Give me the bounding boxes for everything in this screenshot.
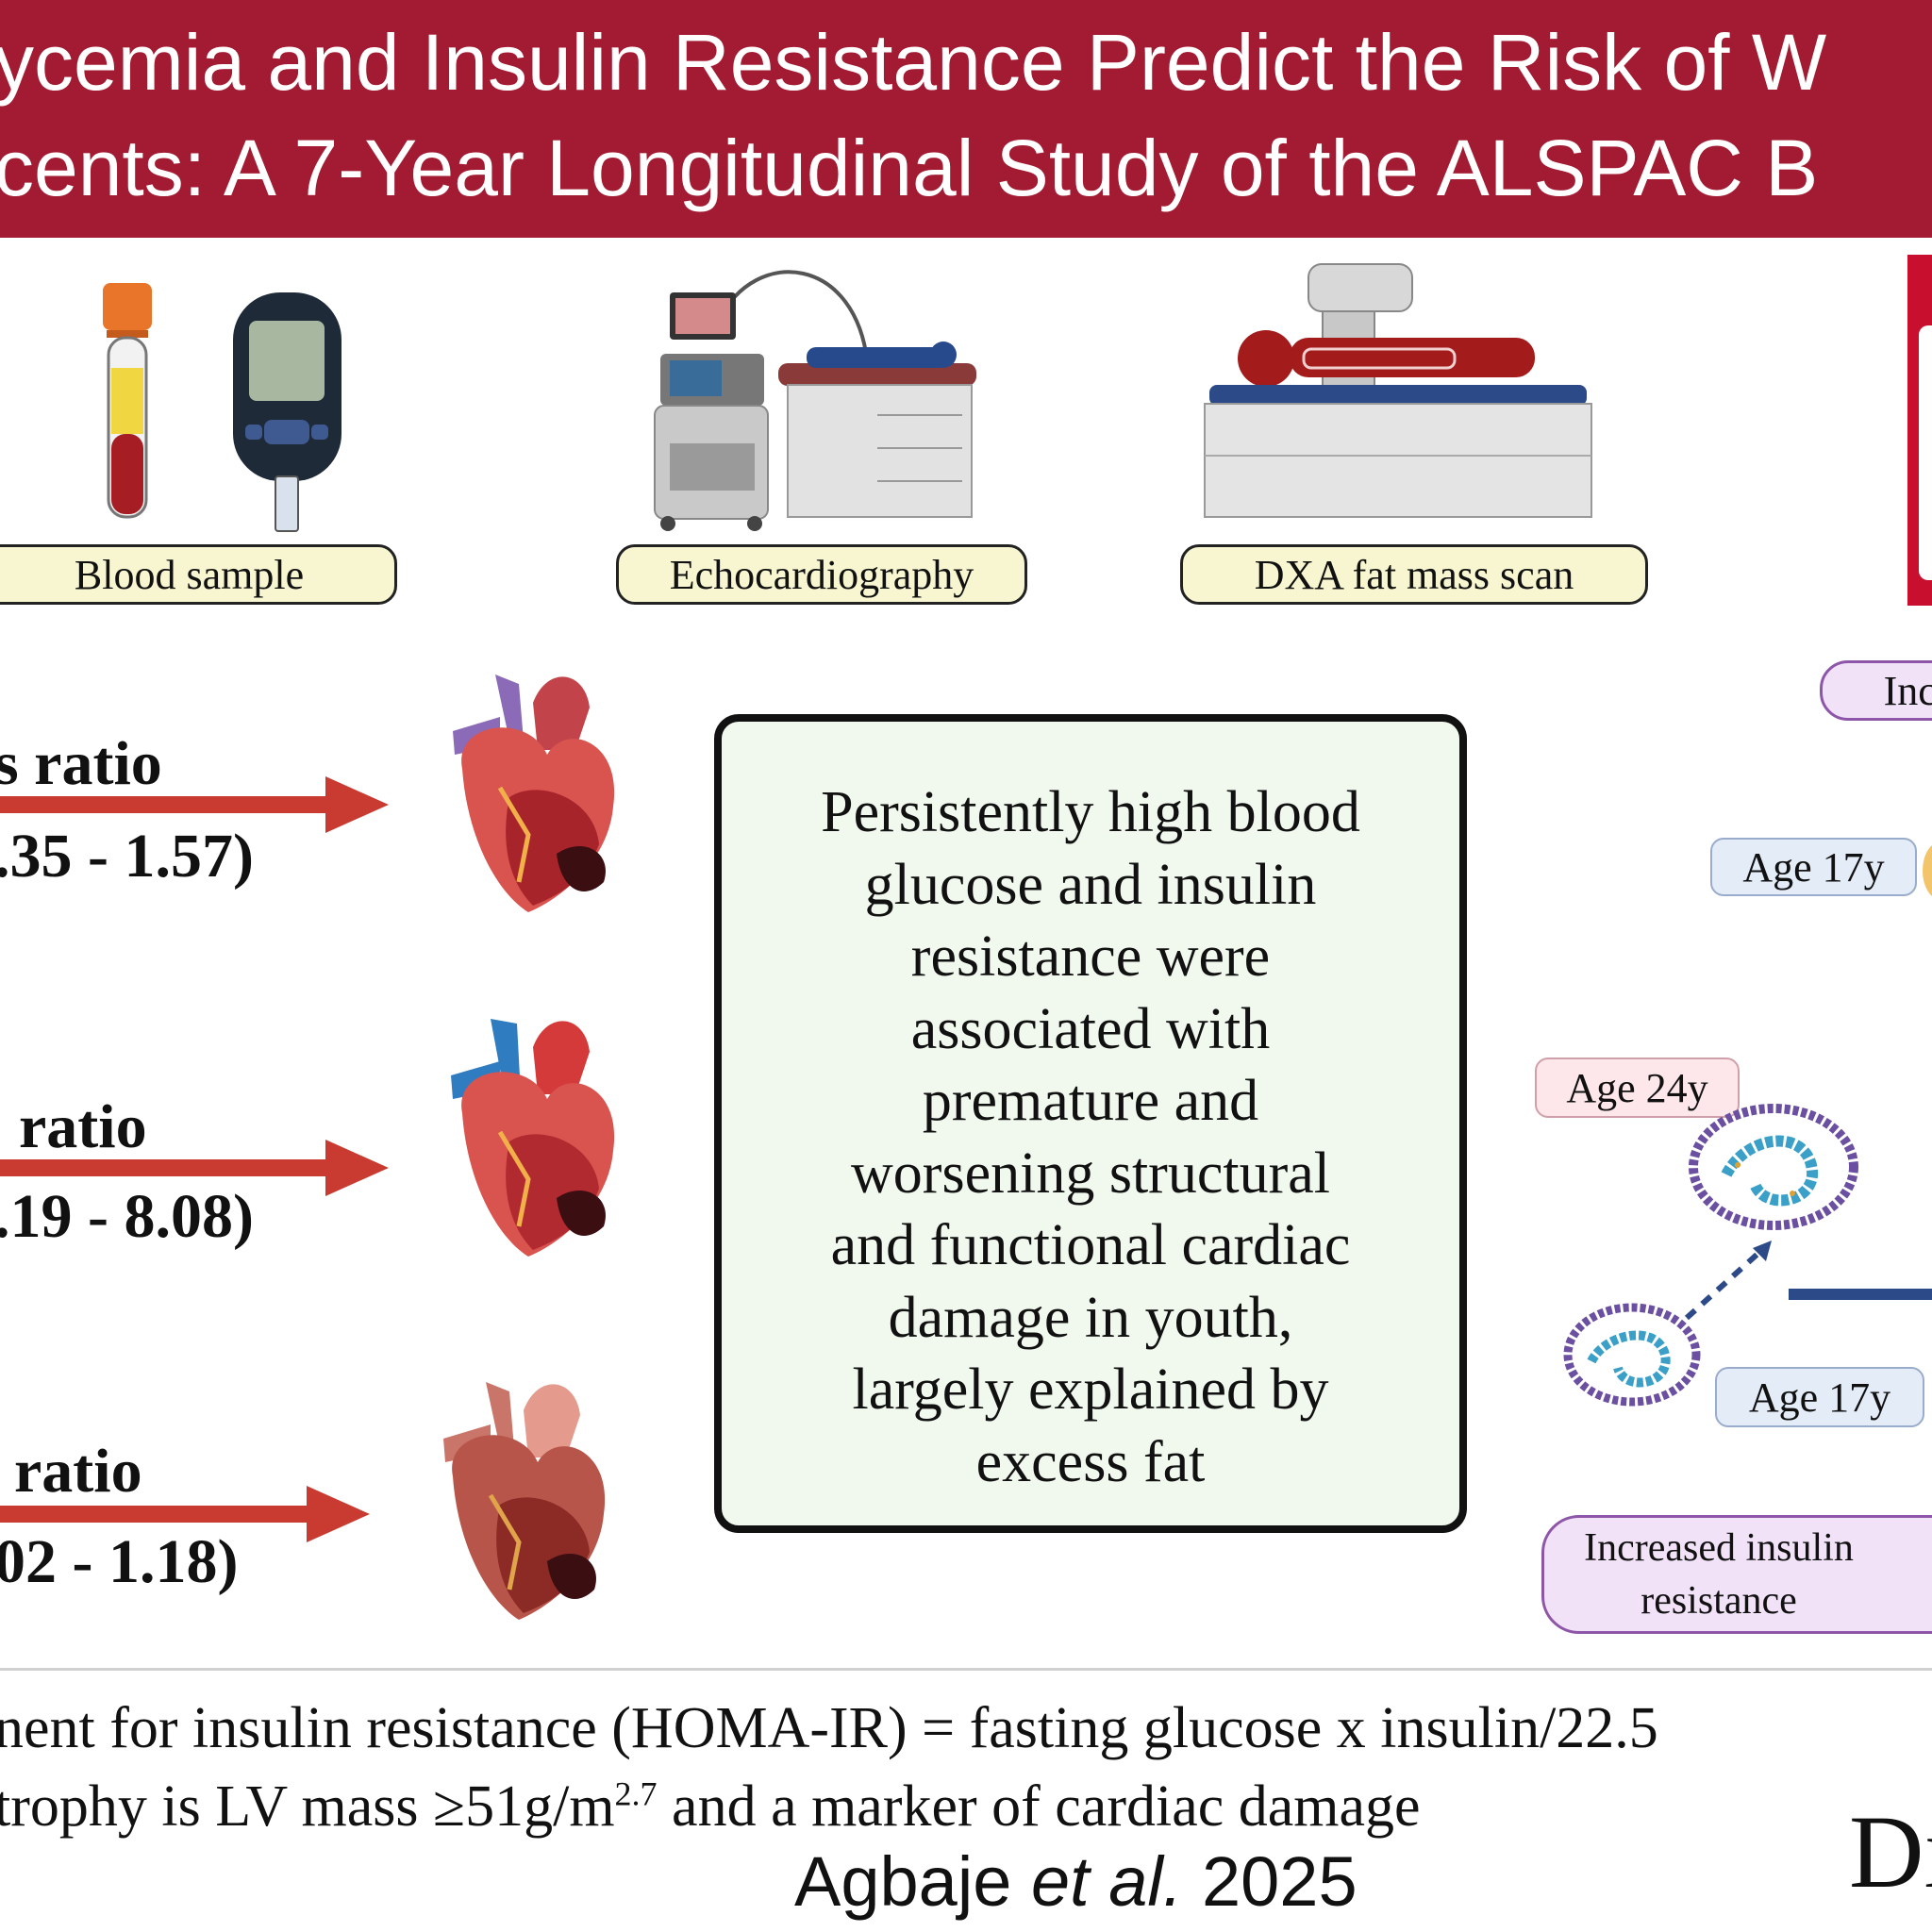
summary-box: Persistently high blood glucose and insu…	[714, 714, 1467, 1533]
footnote-lvh-superscript: 2.7	[614, 1774, 658, 1813]
echocardiography-machine-icon	[654, 270, 976, 531]
echocardiography-text: Echocardiography	[669, 551, 974, 598]
citation-etal: et al.	[1030, 1842, 1183, 1921]
arrow-1	[0, 776, 389, 833]
footnote-lvh-prefix: trophy is LV mass ≥51g/m	[0, 1774, 615, 1839]
heart-icon	[443, 1382, 606, 1620]
blood-tube-icon	[103, 283, 152, 519]
ratio-2-title: ratio	[19, 1092, 147, 1161]
citation-year: 2025	[1182, 1842, 1357, 1921]
heart-icon	[451, 1019, 615, 1257]
insulin-label-line-2: resistance	[1641, 1579, 1797, 1623]
insulin-label-line-1: Increased insulin	[1584, 1526, 1854, 1570]
echocardiography-label: Echocardiography	[616, 544, 1027, 605]
dxa-scanner-icon	[1204, 263, 1592, 518]
right-frame-inner	[1919, 325, 1932, 580]
age-17-top-text: Age 17y	[1742, 843, 1885, 891]
ratio-1-ci: .35 - 1.57)	[0, 822, 254, 891]
ratio-3-ci: 02 - 1.18)	[0, 1527, 239, 1596]
footnote-homa: nent for insulin resistance (HOMA-IR) = …	[0, 1696, 1658, 1760]
footnote-lvh: trophy is LV mass ≥51g/m2.7 and a marker…	[0, 1774, 1421, 1840]
dxa-scan-label: DXA fat mass scan	[1180, 544, 1648, 605]
ratio-2-ci: .19 - 8.08)	[0, 1182, 254, 1251]
title-line-2: cents: A 7-Year Longitudinal Study of th…	[0, 124, 1819, 212]
age-24-text: Age 24y	[1566, 1064, 1708, 1111]
dxa-scan-text: DXA fat mass scan	[1254, 551, 1574, 598]
footnote-lvh-suffix: and a marker of cardiac damage	[657, 1774, 1421, 1839]
insulin-resistance-label: Increased insulin resistance	[1541, 1515, 1932, 1634]
arrow-2	[0, 1140, 389, 1196]
adipose-tissue-icon	[1563, 1303, 1701, 1407]
blood-sample-text: Blood sample	[74, 551, 305, 598]
age-24-label: Age 24y	[1535, 1058, 1740, 1118]
ratio-1-title: s ratio	[0, 729, 162, 798]
timeline-bar	[1789, 1289, 1932, 1300]
age-17-label-top: Age 17y	[1710, 838, 1917, 896]
title-banner: ycemia and Insulin Resistance Predict th…	[0, 0, 1932, 238]
age-17-label-bottom: Age 17y	[1715, 1367, 1924, 1427]
journal-logo: Di	[1849, 1794, 1932, 1909]
arrow-3	[0, 1486, 370, 1542]
ratio-3-title: ratio	[14, 1437, 142, 1506]
increased-label: Incr	[1820, 660, 1932, 721]
blood-sample-label: Blood sample	[0, 544, 397, 605]
adipose-tissue-icon	[1689, 1104, 1858, 1230]
footer-divider	[0, 1668, 1932, 1671]
citation: Agbaje et al. 2025	[794, 1841, 1357, 1922]
title-line-1: ycemia and Insulin Resistance Predict th…	[0, 18, 1827, 107]
orange-marker-icon	[1923, 845, 1932, 896]
dashed-arrow	[1684, 1241, 1772, 1321]
increased-text: Incr	[1883, 667, 1932, 714]
age-17-bottom-text: Age 17y	[1748, 1374, 1891, 1421]
glucometer-icon	[233, 292, 341, 532]
citation-author: Agbaje	[794, 1842, 1031, 1921]
summary-text: Persistently high blood glucose and insu…	[821, 780, 1360, 1494]
heart-icon	[453, 675, 615, 912]
